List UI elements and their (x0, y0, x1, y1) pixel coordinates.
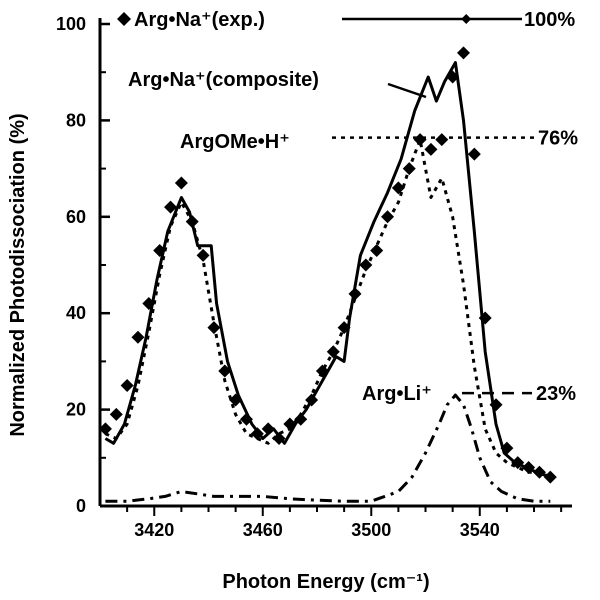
exp-data-point (120, 379, 134, 392)
exp-data-point (467, 147, 481, 161)
exp-data-point (424, 142, 438, 156)
x-tick-label: 3500 (351, 520, 391, 540)
y-tick-label: 0 (76, 496, 86, 516)
exp-data-point (109, 407, 123, 421)
composite-pointer-line (387, 82, 427, 99)
exp-data-point (370, 244, 384, 258)
exp-data-point (174, 176, 188, 190)
exp-data-point (164, 200, 178, 214)
x-axis-title: Photon Energy (cm⁻¹) (222, 571, 429, 593)
legend-label-argome-h: ArgOMe•H⁺ (180, 131, 290, 153)
exp-data-point (359, 258, 373, 272)
argome-h-line (104, 138, 551, 479)
exp-data-point (98, 422, 112, 436)
x-tick-label: 3420 (134, 520, 174, 540)
legend-diamond-marker (117, 12, 131, 26)
x-tick-label: 3540 (460, 520, 500, 540)
legend-label-arg-na-composite: Arg•Na⁺(composite) (128, 69, 319, 91)
y-tick-label: 80 (66, 110, 86, 130)
exp-data-point (381, 210, 395, 224)
annotation-label-76: 76% (538, 128, 578, 150)
exp-data-point (456, 46, 470, 60)
legend-label-arg-na-exp: Arg•Na⁺(exp.) (134, 9, 265, 31)
legend-label-arg-li: Arg•Li⁺ (362, 383, 432, 405)
y-tick-label: 40 (66, 303, 86, 323)
annotation-layer: Arg•Na⁺(exp.) 100% Arg•Na⁺(composite) ArgOM… (117, 9, 578, 405)
annotation-label-100: 100% (524, 9, 575, 31)
annotation-marker (461, 14, 472, 24)
annotation-label-23: 23% (536, 383, 576, 405)
exp-data-point (391, 181, 405, 195)
arg-li-line (105, 393, 551, 503)
y-tick-label: 100 (56, 14, 86, 34)
y-tick-label: 60 (66, 207, 86, 227)
composite-line (104, 61, 551, 479)
x-tick-label: 3460 (243, 520, 283, 540)
axes: 0 20 40 60 80 100 3420 3460 3500 3540 (56, 14, 572, 540)
y-tick-label: 20 (66, 400, 86, 420)
exp-data-point (435, 133, 449, 147)
y-axis-title: Normalized Photodissociation (%) (7, 113, 29, 436)
exp-data-point (131, 330, 145, 344)
series-layer (98, 46, 557, 503)
